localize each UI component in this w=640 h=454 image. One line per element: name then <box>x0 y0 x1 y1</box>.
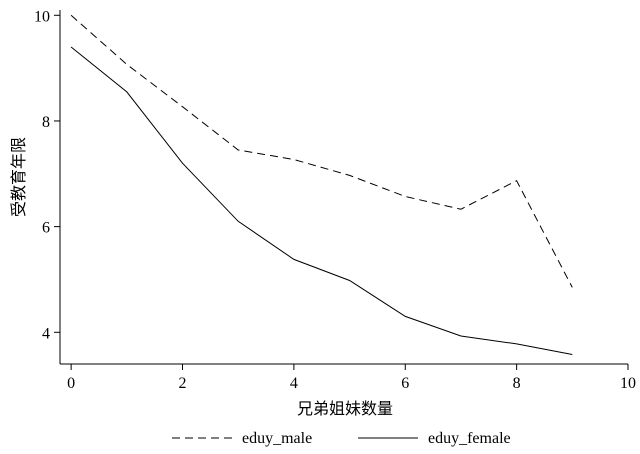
x-tick-label: 6 <box>401 375 409 392</box>
series-line-eduy-male <box>70 14 573 288</box>
y-tick-label: 10 <box>34 8 50 25</box>
series-line-eduy-female <box>70 46 573 355</box>
series-layer <box>70 14 573 355</box>
x-tick-label: 8 <box>513 375 521 392</box>
y-tick-label: 6 <box>42 220 50 237</box>
y-axis-title: 受教育年限 <box>9 137 28 217</box>
x-axis-title: 兄弟姐妹数量 <box>297 399 393 418</box>
x-tick-label: 0 <box>67 375 75 392</box>
axes <box>59 10 628 365</box>
y-ticks: 4 6 8 10 <box>34 8 60 342</box>
legend: eduy_male eduy_female <box>172 430 511 447</box>
x-tick-label: 10 <box>620 375 636 392</box>
x-ticks: 0 2 4 6 8 10 <box>67 364 636 392</box>
y-tick-label: 4 <box>42 325 50 342</box>
y-tick-label: 8 <box>42 114 50 131</box>
x-tick-label: 2 <box>179 375 187 392</box>
x-tick-label: 4 <box>290 375 298 392</box>
legend-label-eduy-male: eduy_male <box>242 430 312 447</box>
legend-label-eduy-female: eduy_female <box>428 430 511 447</box>
